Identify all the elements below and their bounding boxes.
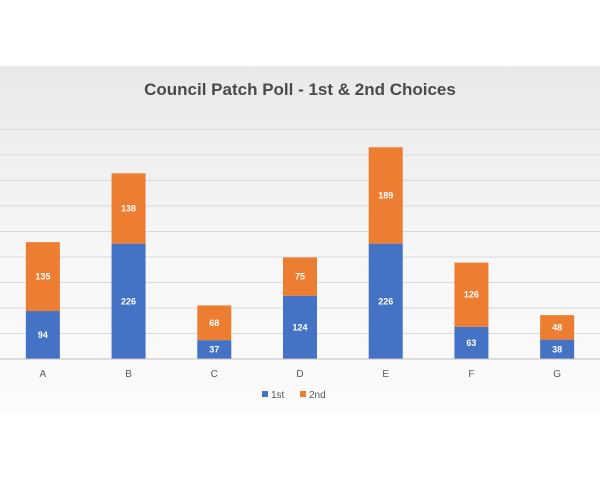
data-label-1st-F: 63	[466, 338, 476, 348]
x-tick-label: A	[40, 369, 47, 380]
legend-swatch-2nd	[300, 391, 306, 397]
data-label-1st-B: 226	[121, 296, 136, 306]
data-label-2nd-D: 75	[295, 272, 305, 282]
bar-2nd-B	[111, 173, 146, 244]
data-label-1st-D: 124	[292, 322, 307, 332]
bar-2nd-G	[540, 315, 575, 340]
bar-1st-C	[197, 340, 232, 359]
bar-1st-E	[368, 243, 403, 359]
data-label-1st-A: 94	[38, 330, 48, 340]
data-label-2nd-G: 48	[552, 322, 562, 332]
bar-1st-G	[540, 339, 575, 359]
data-label-2nd-E: 189	[378, 190, 393, 200]
bar-2nd-A	[25, 242, 60, 312]
x-tick-label: C	[211, 369, 218, 380]
chart-title: Council Patch Poll - 1st & 2nd Choices	[144, 80, 456, 99]
bar-1st-F	[454, 326, 489, 359]
legend: 1st 2nd	[262, 390, 326, 401]
bar-2nd-F	[454, 262, 489, 327]
chart-area: Council Patch Poll - 1st & 2nd Choices 9…	[0, 66, 600, 414]
data-label-2nd-C: 68	[209, 318, 219, 328]
stacked-bar-chart: Council Patch Poll - 1st & 2nd Choices 9…	[0, 80, 600, 401]
x-tick-label: F	[468, 369, 474, 380]
data-label-1st-C: 37	[209, 345, 219, 355]
x-tick-label: E	[382, 369, 389, 380]
legend-label-1st: 1st	[271, 390, 285, 401]
bar-1st-A	[25, 311, 60, 359]
x-tick-label: B	[125, 369, 132, 380]
legend-swatch-1st	[262, 391, 268, 397]
bar-1st-B	[111, 243, 146, 359]
bar-2nd-D	[283, 257, 317, 296]
x-tick-label: G	[553, 369, 561, 380]
data-label-1st-G: 38	[552, 344, 562, 354]
legend-label-2nd: 2nd	[309, 390, 326, 401]
gridlines	[0, 128, 600, 334]
bar-1st-D	[283, 295, 317, 359]
bar-2nd-C	[197, 305, 232, 341]
data-label-1st-E: 226	[378, 296, 393, 306]
bars	[25, 147, 575, 359]
data-label-2nd-A: 135	[35, 272, 50, 282]
x-tick-label: D	[296, 369, 303, 380]
data-labels: 94 135 226 138 37 68 124 75 226 189 63 126 38 48	[35, 190, 562, 354]
data-label-2nd-B: 138	[121, 203, 136, 213]
bar-2nd-E	[368, 147, 403, 244]
x-tick-labels: A B C D E F G	[40, 369, 562, 380]
data-label-2nd-F: 126	[464, 290, 479, 300]
